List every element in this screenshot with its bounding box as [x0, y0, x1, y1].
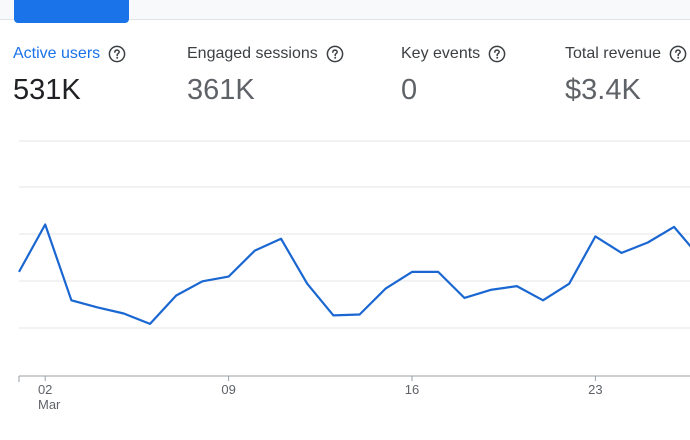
- metric-value: 531K: [13, 74, 81, 106]
- x-tick-label-month: Mar: [38, 397, 61, 412]
- x-tick-label-day: 02: [38, 382, 52, 397]
- metric-label-row: Key events: [401, 44, 506, 64]
- chart-x-axis: [18, 375, 690, 382]
- x-tick-label-day: 09: [221, 382, 235, 397]
- metric-value: $3.4K: [565, 74, 641, 106]
- metric-card-key-events[interactable]: Key events 0: [401, 44, 506, 106]
- top-strip: [0, 0, 690, 20]
- metric-label-row: Active users: [13, 44, 126, 64]
- metric-card-engaged-sessions[interactable]: Engaged sessions 361K: [187, 44, 344, 106]
- metric-value: 361K: [187, 74, 255, 106]
- x-tick-label-day: 23: [588, 382, 602, 397]
- chart-gridlines: [19, 140, 690, 329]
- help-circle-icon[interactable]: [108, 45, 126, 63]
- help-circle-icon[interactable]: [488, 45, 506, 63]
- metric-label-row: Engaged sessions: [187, 44, 344, 64]
- metric-label-row: Total revenue: [565, 44, 687, 64]
- metric-card-total-revenue[interactable]: Total revenue $3.4K: [565, 44, 687, 106]
- metric-label: Key events: [401, 45, 481, 62]
- series-line-active-users[interactable]: [18, 223, 690, 325]
- selected-tab-indicator[interactable]: [14, 0, 129, 23]
- chart-series: [18, 223, 690, 325]
- metric-label: Total revenue: [565, 45, 662, 62]
- metric-card-active-users[interactable]: Active users 531K: [13, 44, 126, 106]
- help-circle-icon[interactable]: [326, 45, 344, 63]
- x-tick-label-day: 16: [405, 382, 419, 397]
- metric-label: Active users: [13, 45, 101, 62]
- metric-label: Engaged sessions: [187, 45, 318, 62]
- metric-value: 0: [401, 74, 418, 106]
- help-circle-icon[interactable]: [669, 45, 687, 63]
